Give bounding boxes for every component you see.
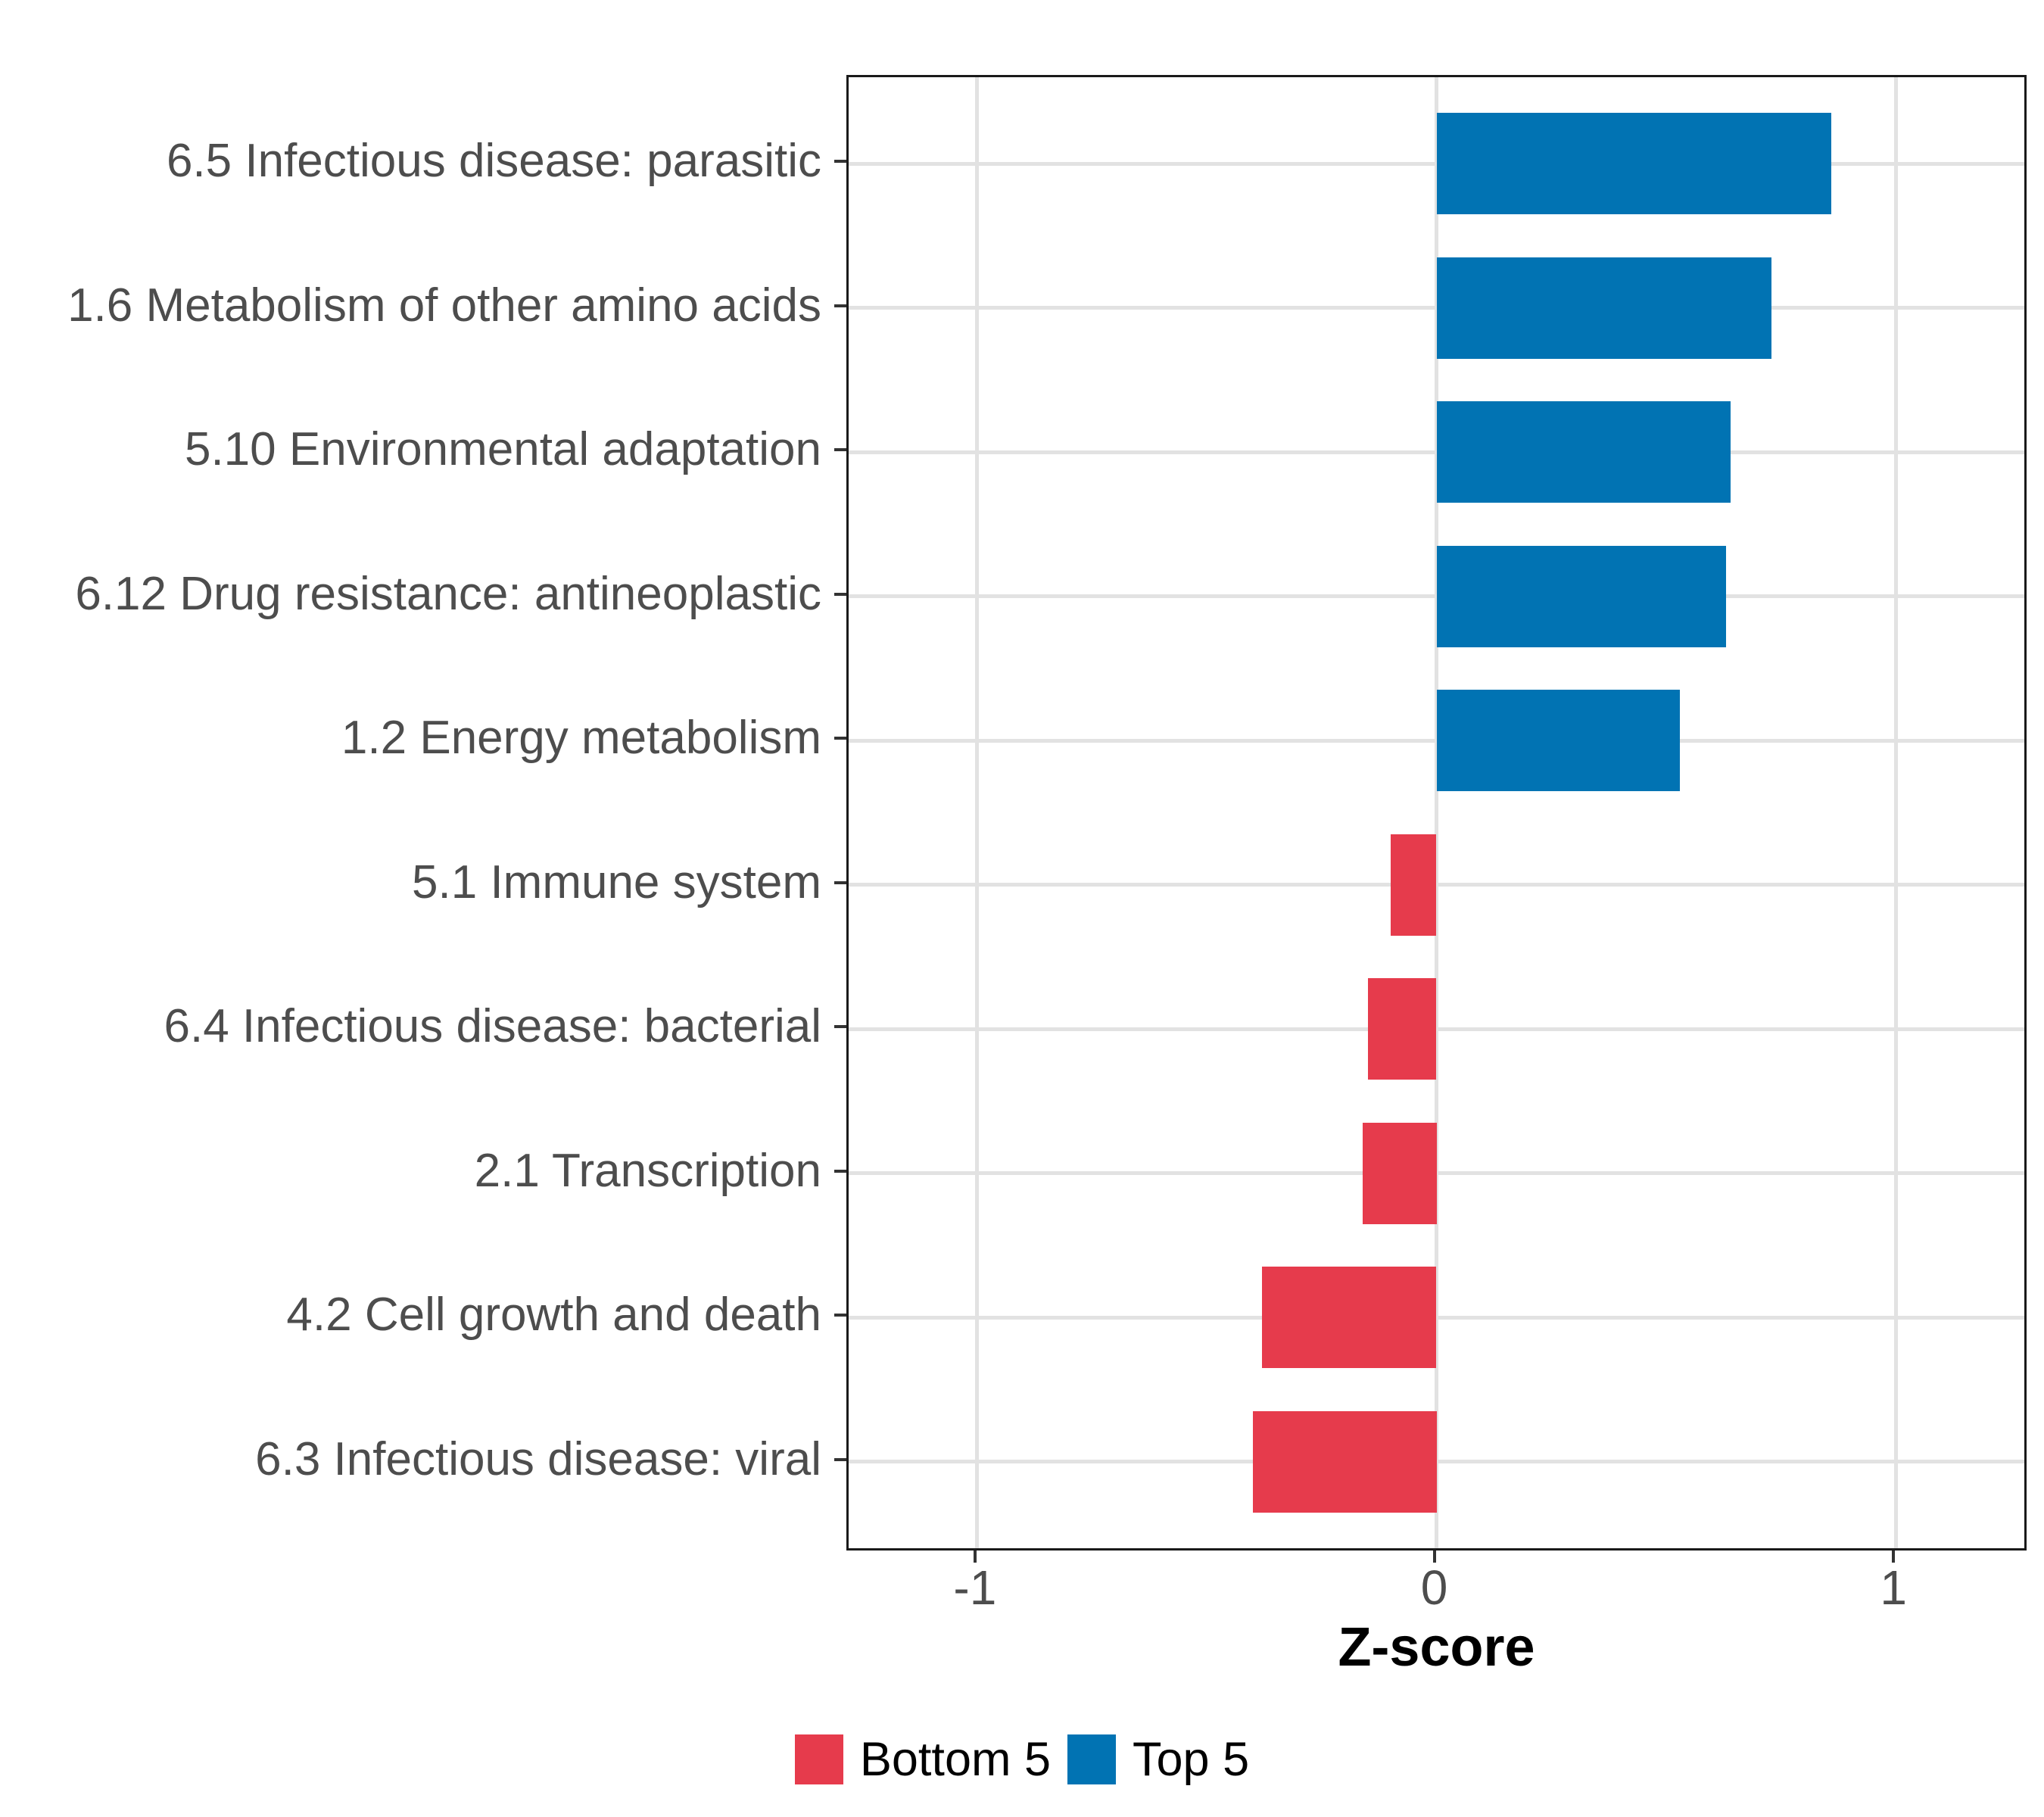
y-axis-label: 6.5 Infectious disease: parasitic bbox=[166, 135, 821, 188]
legend-label-top5: Top 5 bbox=[1133, 1733, 1250, 1786]
x-gridline bbox=[1893, 77, 1898, 1548]
x-axis-tick bbox=[973, 1551, 977, 1563]
y-axis-label: 1.2 Energy metabolism bbox=[341, 712, 821, 765]
bar-top5 bbox=[1436, 257, 1772, 359]
y-axis-label: 6.4 Infectious disease: bacterial bbox=[164, 1000, 821, 1053]
bar-top5 bbox=[1436, 401, 1731, 503]
x-axis-title: Z-score bbox=[1338, 1617, 1535, 1678]
legend: Bottom 5 Top 5 bbox=[0, 1732, 2044, 1787]
bar-bottom5 bbox=[1261, 1267, 1437, 1369]
y-gridline bbox=[849, 1460, 2024, 1464]
plot-panel bbox=[846, 75, 2027, 1551]
y-axis-tick bbox=[834, 160, 846, 164]
x-axis-tick bbox=[1432, 1551, 1436, 1563]
y-gridline bbox=[849, 1027, 2024, 1031]
y-gridline bbox=[849, 1171, 2024, 1176]
y-axis-label: 2.1 Transcription bbox=[474, 1144, 821, 1197]
bar-bottom5 bbox=[1367, 978, 1437, 1080]
y-axis-tick bbox=[834, 1169, 846, 1173]
y-axis-tick bbox=[834, 880, 846, 884]
y-axis-label: 1.6 Metabolism of other amino acids bbox=[67, 279, 821, 332]
bar-top5 bbox=[1436, 545, 1726, 647]
y-axis-tick bbox=[834, 448, 846, 452]
legend-label-bottom5: Bottom 5 bbox=[859, 1733, 1051, 1786]
y-axis-label: 6.3 Infectious disease: viral bbox=[255, 1432, 821, 1485]
bar-bottom5 bbox=[1390, 834, 1437, 936]
x-axis-tick-label: 0 bbox=[1420, 1560, 1448, 1615]
x-axis-tick-label: 1 bbox=[1880, 1560, 1907, 1615]
x-gridline bbox=[1435, 77, 1438, 1548]
x-axis-tick-label: -1 bbox=[953, 1560, 997, 1615]
y-axis-tick bbox=[834, 1025, 846, 1029]
y-gridline bbox=[849, 1315, 2024, 1320]
bar-bottom5 bbox=[1252, 1410, 1437, 1513]
x-axis-tick bbox=[1892, 1551, 1896, 1563]
bar-bottom5 bbox=[1363, 1122, 1437, 1224]
legend-swatch-bottom5 bbox=[794, 1734, 843, 1784]
y-axis-label: 5.10 Environmental adaptation bbox=[184, 423, 821, 476]
x-gridline bbox=[975, 77, 980, 1548]
y-axis-label: 4.2 Cell growth and death bbox=[286, 1289, 821, 1342]
y-axis-tick bbox=[834, 592, 846, 596]
y-axis-tick bbox=[834, 1314, 846, 1317]
y-axis-tick bbox=[834, 1457, 846, 1461]
bar-top5 bbox=[1436, 113, 1832, 215]
bar-top5 bbox=[1436, 690, 1681, 792]
y-axis-label: 6.12 Drug resistance: antineoplastic bbox=[75, 567, 821, 620]
y-gridline bbox=[849, 883, 2024, 887]
y-axis-tick bbox=[834, 737, 846, 740]
y-axis-label: 5.1 Immune system bbox=[412, 856, 821, 908]
y-axis-tick bbox=[834, 304, 846, 307]
legend-swatch-top5 bbox=[1067, 1734, 1116, 1784]
